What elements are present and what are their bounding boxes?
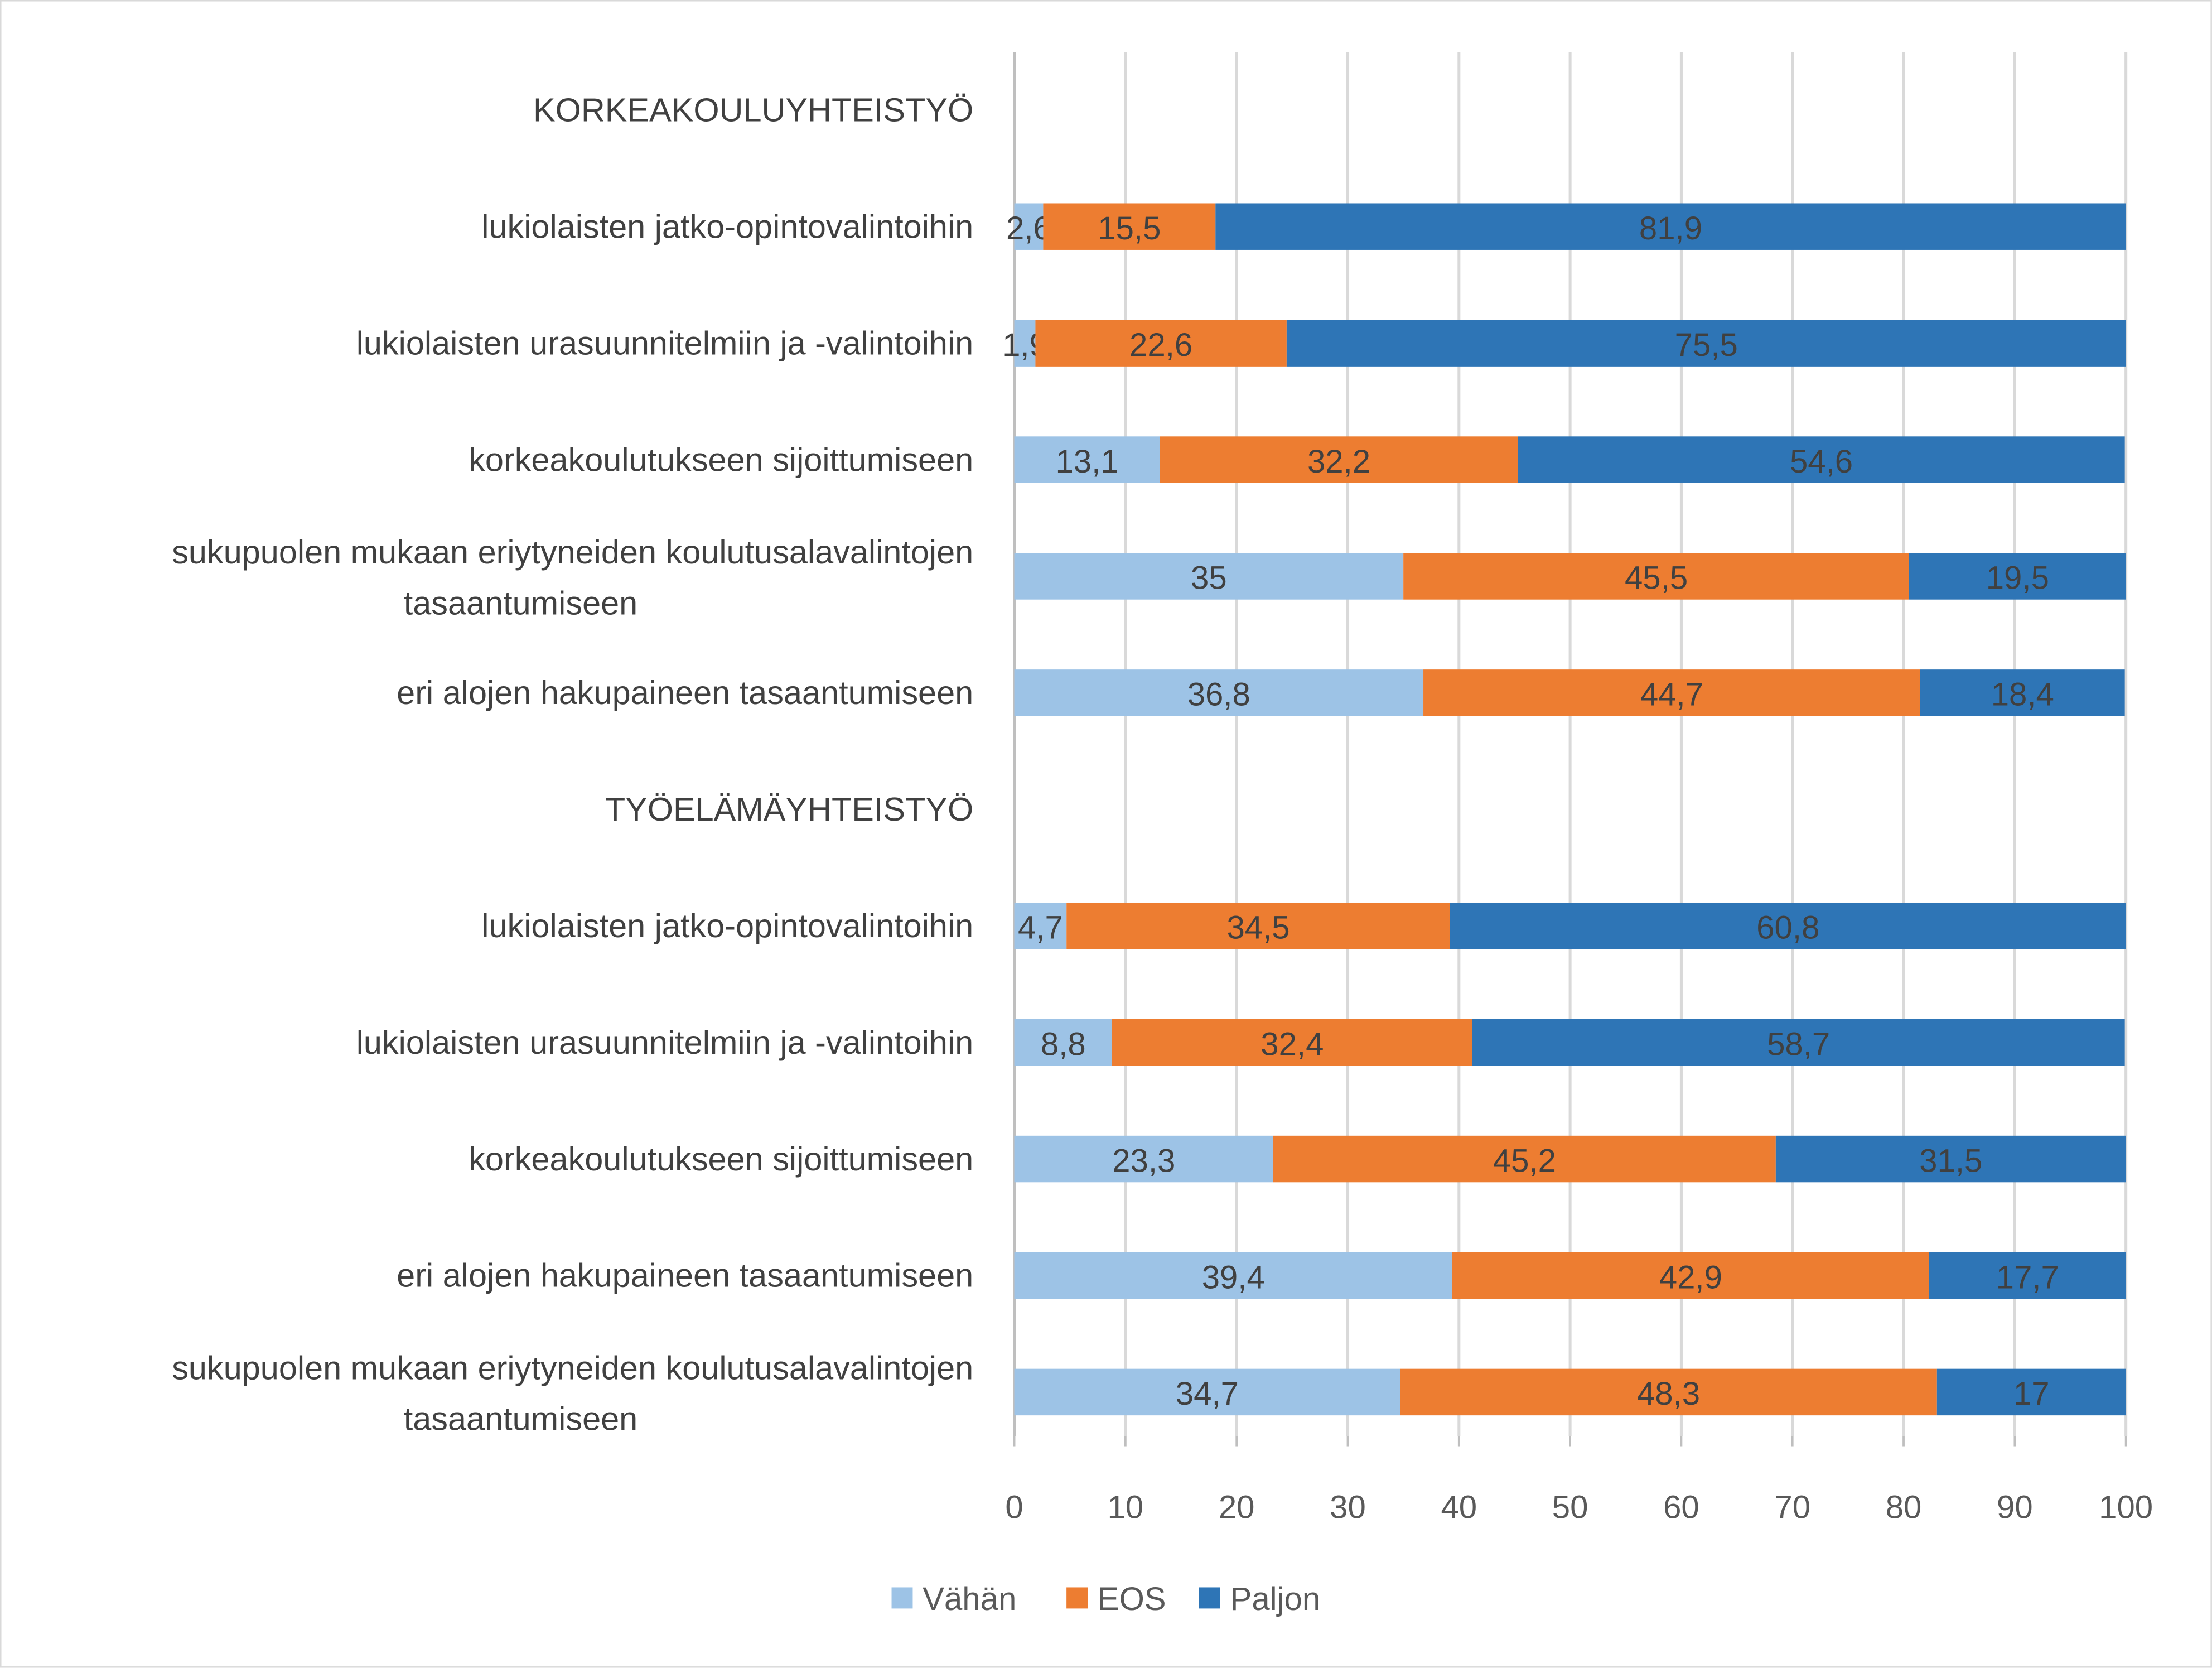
data-label: 39,4 — [1202, 1259, 1265, 1295]
category-label: korkeakoulutukseen sijoittumiseen — [469, 1140, 973, 1178]
tick-label: 30 — [1330, 1489, 1366, 1526]
data-label: 31,5 — [1919, 1142, 1982, 1179]
bar-segment-vhn — [1014, 1368, 1400, 1416]
data-label: 54,6 — [1790, 443, 1853, 480]
data-label: 36,8 — [1187, 677, 1250, 713]
bar-segment-vhn — [1014, 669, 1424, 716]
bar-segment-paljon — [1929, 1252, 2126, 1299]
data-label: 34,5 — [1226, 909, 1289, 946]
data-label: 58,7 — [1767, 1026, 1830, 1062]
data-label: 44,7 — [1640, 677, 1703, 713]
category-label: sukupuolen mukaan eriytyneiden koulutusa… — [172, 533, 973, 571]
data-label: 32,4 — [1260, 1026, 1324, 1062]
x-axis: 0 10 20 30 40 50 60 70 80 90 100 — [1005, 1436, 2153, 1526]
data-label: 22,6 — [1129, 327, 1192, 363]
data-label: 17 — [2013, 1376, 2050, 1412]
data-label: 81,9 — [1639, 210, 1702, 247]
tick-label: 70 — [1774, 1489, 1810, 1526]
data-label: 60,8 — [1756, 909, 1819, 946]
bar-segment-paljon — [1472, 1019, 2125, 1066]
bar-segment-paljon — [1920, 669, 2125, 716]
category-label: lukiolaisten jatko-opintovalintoihin — [481, 907, 973, 944]
data-label: 45,2 — [1493, 1142, 1556, 1179]
bar-segment-paljon — [1215, 203, 2126, 250]
bar-segment-eos — [1160, 436, 1518, 483]
bar-segment-vhn — [1014, 1135, 1273, 1183]
bars: 2,6 15,5 81,91,9 22,6 75,513,1 32,2 54,635 45,5… — [1002, 203, 2126, 1416]
bar-segment-eos — [1035, 320, 1287, 367]
tick-label: 50 — [1552, 1489, 1588, 1526]
tick-label: 90 — [1997, 1489, 2033, 1526]
bar-segment-paljon — [1775, 1135, 2126, 1183]
data-label: 32,2 — [1307, 443, 1370, 480]
data-label: 15,5 — [1098, 210, 1161, 247]
legend: Vähän EOS Paljon — [891, 1581, 1321, 1617]
bar-segment-vhn — [1014, 1252, 1452, 1299]
data-label: 17,7 — [1996, 1259, 2059, 1295]
tick-label: 80 — [1886, 1489, 1922, 1526]
bar-segment-vhn — [1014, 320, 1036, 367]
data-label: 18,4 — [1991, 677, 2054, 713]
category-label: sukupuolen mukaan eriytyneiden koulutusa… — [172, 1349, 973, 1387]
data-label: 35 — [1191, 560, 1227, 596]
data-label: 13,1 — [1056, 443, 1119, 480]
bar-segment-vhn — [1014, 902, 1067, 949]
bar-segment-eos — [1066, 902, 1450, 949]
category-label: eri alojen hakupaineen tasaantumiseen — [397, 674, 973, 711]
group-header: KORKEAKOULUYHTEISTYÖ — [533, 91, 973, 129]
data-label: 23,3 — [1112, 1142, 1175, 1179]
bar-segment-paljon — [1909, 553, 2126, 600]
data-label: 48,3 — [1637, 1376, 1700, 1412]
tick-label: 60 — [1663, 1489, 1699, 1526]
bar-segment-eos — [1403, 553, 1910, 600]
category-label: lukiolaisten jatko-opintovalintoihin — [481, 208, 973, 245]
category-label: lukiolaisten urasuunnitelmiin ja -valint… — [356, 324, 974, 361]
category-label: lukiolaisten urasuunnitelmiin ja -valint… — [356, 1024, 974, 1061]
bar-segment-vhn — [1014, 553, 1404, 600]
bar-segment-eos — [1400, 1368, 1937, 1416]
group-header: TYÖELÄMÄYHTEISTYÖ — [605, 790, 973, 828]
category-label: tasaantumiseen — [404, 1400, 638, 1438]
bar-segment-paljon — [1518, 436, 2125, 483]
legend-swatch — [1066, 1587, 1088, 1609]
bar-segment-paljon — [1936, 1368, 2126, 1416]
category-labels: KORKEAKOULUYHTEISTYÖ lukiolaisten jatko-o… — [172, 91, 973, 1438]
data-label: 34,7 — [1176, 1376, 1239, 1412]
data-label: 42,9 — [1659, 1259, 1722, 1295]
bar-segment-vhn — [1014, 1019, 1112, 1066]
legend-swatch — [891, 1587, 913, 1609]
tick-label: 100 — [2099, 1489, 2153, 1526]
bar-segment-eos — [1043, 203, 1216, 250]
tick-label: 0 — [1005, 1489, 1023, 1526]
data-label: 19,5 — [1986, 560, 2049, 596]
bar-segment-eos — [1452, 1252, 1929, 1299]
bar-segment-eos — [1273, 1135, 1776, 1183]
data-label: 4,7 — [1018, 909, 1063, 946]
tick-label: 40 — [1441, 1489, 1477, 1526]
tick-label: 10 — [1108, 1489, 1144, 1526]
bar-segment-eos — [1423, 669, 1920, 716]
data-label: 75,5 — [1675, 327, 1738, 363]
data-label: 8,8 — [1041, 1026, 1086, 1062]
legend-label: Paljon — [1230, 1581, 1321, 1617]
legend-label: EOS — [1098, 1581, 1166, 1617]
category-label: tasaantumiseen — [404, 584, 638, 621]
legend-label: Vähän — [923, 1581, 1016, 1617]
category-label: korkeakoulutukseen sijoittumiseen — [469, 441, 973, 478]
data-label: 45,5 — [1625, 560, 1688, 596]
gridlines — [1013, 52, 2128, 1436]
bar-segment-vhn — [1014, 436, 1160, 483]
category-label: eri alojen hakupaineen tasaantumiseen — [397, 1257, 973, 1294]
tick-label: 20 — [1219, 1489, 1255, 1526]
legend-swatch — [1199, 1587, 1220, 1609]
bar-segment-eos — [1112, 1019, 1472, 1066]
bar-segment-paljon — [1450, 902, 2126, 949]
bar-segment-vhn — [1014, 203, 1044, 250]
bar-segment-paljon — [1286, 320, 2126, 367]
